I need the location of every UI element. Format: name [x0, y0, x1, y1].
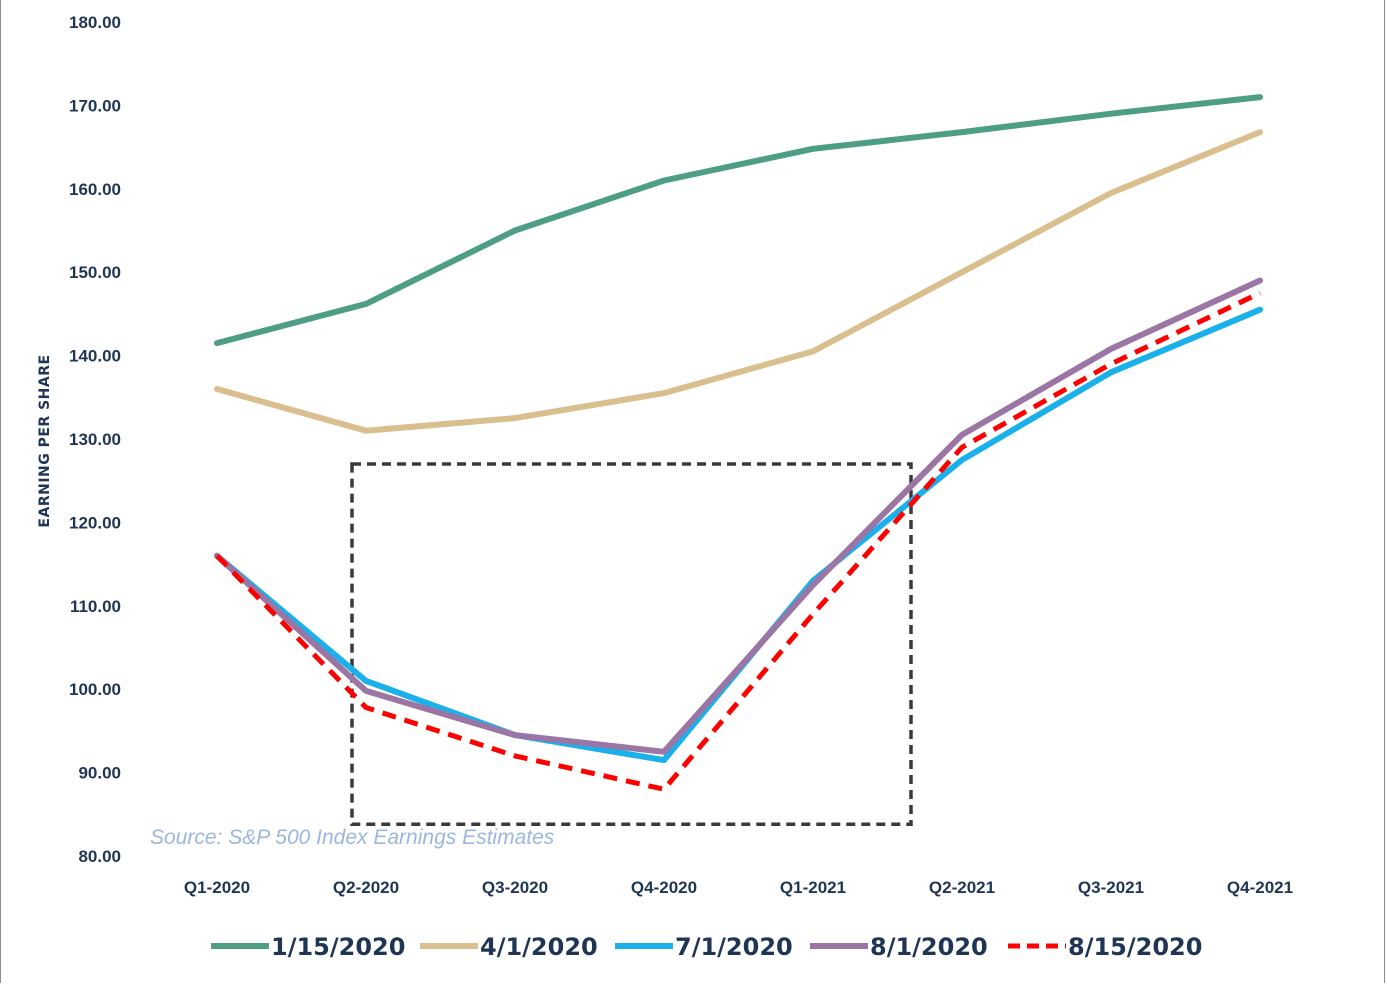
x-tick-label: Q3-2021 [1078, 878, 1144, 897]
y-tick-label: 80.00 [78, 847, 121, 866]
x-tick-label: Q3-2020 [482, 878, 548, 897]
y-tick-label: 120.00 [69, 513, 121, 532]
series-line-2 [214, 129, 1263, 434]
series-line-1 [214, 94, 1263, 347]
series-line-5 [215, 290, 1262, 792]
y-tick-label: 110.00 [70, 597, 121, 616]
legend-label: 8/1/2020 [870, 933, 988, 961]
y-tick-label: 140.00 [69, 347, 121, 366]
y-tick-label: 100.00 [69, 680, 121, 699]
source-note: Source: S&P 500 Index Earnings Estimates [150, 826, 555, 849]
x-axis-ticks: Q1-2020 Q2-2020 Q3-2020 Q4-2020 Q1-2021 Q2-20… [184, 878, 1293, 897]
legend-label: 8/15/2020 [1068, 933, 1202, 961]
y-tick-label: 150.00 [69, 263, 121, 282]
y-tick-label: 180.00 [69, 13, 121, 32]
series-line-4 [214, 277, 1263, 755]
y-tick-label: 160.00 [69, 180, 121, 199]
y-axis-ticks: 80.00 90.00 100.00 110.00 120.00 130.00 140.00… [69, 13, 121, 866]
legend-label: 1/15/2020 [271, 933, 405, 961]
highlight-box [350, 462, 913, 827]
x-tick-label: Q2-2021 [929, 878, 995, 897]
y-tick-label: 170.00 [69, 96, 121, 115]
legend-label: 7/1/2020 [675, 933, 793, 961]
legend-label: 4/1/2020 [480, 933, 598, 961]
legend: 1/15/2020 4/1/2020 7/1/2020 8/1/2020 8/15/20… [211, 933, 1202, 961]
y-tick-label: 90.00 [78, 764, 121, 783]
x-tick-label: Q2-2020 [333, 878, 399, 897]
x-tick-label: Q1-2021 [780, 878, 846, 897]
y-axis-label: EARNING PER SHARE [37, 354, 53, 527]
series-lines [214, 94, 1263, 792]
y-tick-label: 130.00 [69, 430, 121, 449]
x-tick-label: Q1-2020 [184, 878, 250, 897]
x-tick-label: Q4-2020 [631, 878, 697, 897]
x-tick-label: Q4-2021 [1227, 878, 1293, 897]
